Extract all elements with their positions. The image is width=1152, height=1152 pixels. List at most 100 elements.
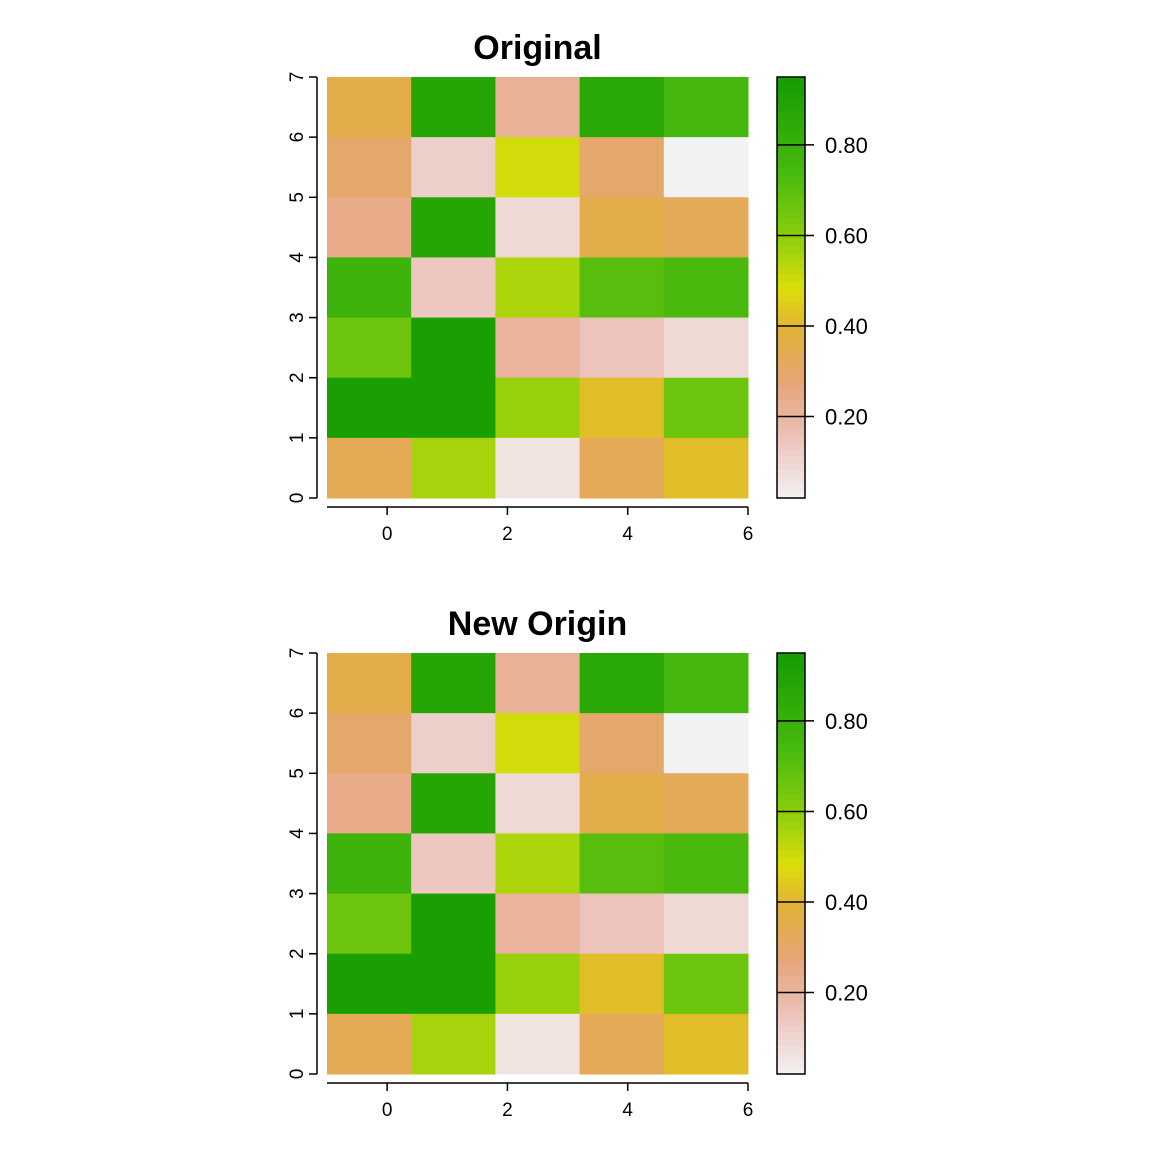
y-tick-label: 6	[287, 132, 308, 143]
y-tick-label: 1	[287, 1009, 308, 1020]
chart-panel-1: Original 0 1 2 3 4 5 6 7 0 2 4 6 0.20 0.40 0.60 0.80	[287, 29, 868, 545]
x-tick-label: 0	[382, 1100, 393, 1121]
heatmap-cell	[411, 437, 496, 499]
heatmap-cell	[579, 653, 665, 714]
legend-tick-label: 0.20	[825, 405, 868, 430]
legend-gradient-band	[777, 371, 805, 380]
heatmap-cell	[411, 953, 496, 1015]
heatmap-cell	[495, 833, 581, 895]
heatmap-cell	[327, 773, 412, 834]
legend-gradient-band	[777, 800, 805, 808]
legend-gradient-band	[777, 189, 805, 197]
legend-gradient-band	[777, 758, 805, 766]
legend-gradient-band	[777, 814, 805, 822]
legend-gradient-band	[777, 294, 805, 303]
legend-gradient-band	[777, 462, 805, 471]
legend-gradient-band	[777, 350, 805, 359]
legend-gradient-band	[777, 84, 805, 92]
legend-gradient-band	[777, 385, 805, 394]
heatmap-cell	[495, 437, 581, 499]
legend-gradient-band	[777, 849, 805, 858]
heatmap-cell	[495, 77, 581, 138]
legend-gradient-band	[777, 681, 805, 689]
legend-tick-label: 0.40	[825, 890, 868, 915]
heatmap-cell	[663, 713, 749, 774]
x-tick-label: 2	[502, 524, 513, 545]
x-tick-label: 4	[622, 1100, 633, 1121]
heatmap-cell	[495, 137, 581, 198]
heatmap-cell	[495, 377, 581, 439]
legend-gradient-band	[777, 653, 805, 661]
heatmap-cell	[411, 377, 496, 439]
heatmap-cell	[663, 833, 749, 895]
legend-gradient-band	[777, 287, 805, 296]
legend-gradient-band	[777, 154, 805, 162]
legend-gradient-band	[777, 975, 805, 984]
legend-gradient-band	[777, 224, 805, 232]
legend-gradient-band	[777, 933, 805, 942]
legend-frame	[776, 652, 806, 1075]
heatmap-cell	[663, 257, 749, 319]
heatmap-cell	[411, 893, 496, 955]
heatmap-cell	[579, 893, 665, 955]
legend-gradient-band	[777, 273, 805, 282]
legend-gradient-band	[777, 716, 805, 724]
legend-gradient-band	[777, 926, 805, 935]
legend-tick-label: 0.80	[825, 133, 868, 158]
y-tick-label: 5	[287, 192, 308, 203]
legend-gradient-band	[777, 912, 805, 921]
legend-gradient-band	[777, 940, 805, 949]
legend-tick-label: 0.60	[825, 223, 868, 248]
legend-frame	[776, 76, 806, 499]
heatmap-cell	[579, 377, 665, 439]
legend-gradient-band	[777, 490, 805, 499]
legend-gradient-band	[777, 730, 805, 738]
heatmap-cell	[495, 773, 581, 834]
legend-gradient-band	[777, 441, 805, 450]
heatmap-cell	[495, 1013, 581, 1075]
heatmap-cell	[579, 77, 665, 138]
legend-gradient-band	[777, 1024, 805, 1033]
legend-gradient-band	[777, 315, 805, 324]
legend-gradient-band	[777, 723, 805, 731]
y-tick-label: 5	[287, 768, 308, 779]
legend-gradient-band	[777, 364, 805, 373]
legend-gradient-band	[777, 91, 805, 99]
legend-gradient-band	[777, 751, 805, 759]
y-tick-label: 2	[287, 372, 308, 383]
legend-gradient-band	[777, 996, 805, 1005]
legend-gradient-band	[777, 175, 805, 183]
heatmap-cell	[579, 137, 665, 198]
heatmap-cell	[579, 317, 665, 379]
heatmap-cell	[663, 893, 749, 955]
chart-title: New Origin	[448, 605, 627, 643]
heatmap-cell	[411, 197, 496, 258]
heatmap-cell	[411, 77, 496, 138]
legend-gradient-band	[777, 98, 805, 106]
legend-gradient-band	[777, 968, 805, 977]
heatmap-cell	[579, 713, 665, 774]
legend-tick-label: 0.80	[825, 709, 868, 734]
legend-gradient-band	[777, 674, 805, 682]
y-tick-label: 3	[287, 312, 308, 323]
heatmap-cell	[327, 257, 412, 319]
x-tick-label: 2	[502, 1100, 513, 1121]
x-tick-label: 6	[743, 524, 754, 545]
legend-gradient-band	[777, 961, 805, 970]
y-tick-label: 3	[287, 888, 308, 899]
legend-gradient-band	[777, 989, 805, 998]
heatmap-cell	[327, 317, 412, 379]
legend-gradient-band	[777, 427, 805, 436]
legend-gradient-band	[777, 835, 805, 844]
heatmap-cell	[327, 197, 412, 258]
legend-gradient-band	[777, 709, 805, 717]
heatmap-cell	[327, 953, 412, 1015]
x-tick-label: 0	[382, 524, 393, 545]
legend-gradient-band	[777, 919, 805, 928]
legend-gradient-band	[777, 126, 805, 134]
heatmap-cell	[411, 137, 496, 198]
legend-gradient-band	[777, 469, 805, 478]
heatmap-cell	[411, 653, 496, 714]
heatmap-cell	[579, 953, 665, 1015]
legend-gradient-band	[777, 695, 805, 703]
